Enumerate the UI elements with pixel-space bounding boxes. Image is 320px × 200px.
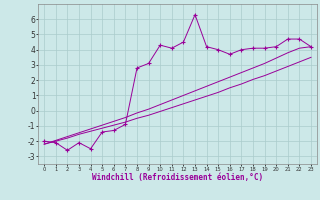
X-axis label: Windchill (Refroidissement éolien,°C): Windchill (Refroidissement éolien,°C)	[92, 173, 263, 182]
